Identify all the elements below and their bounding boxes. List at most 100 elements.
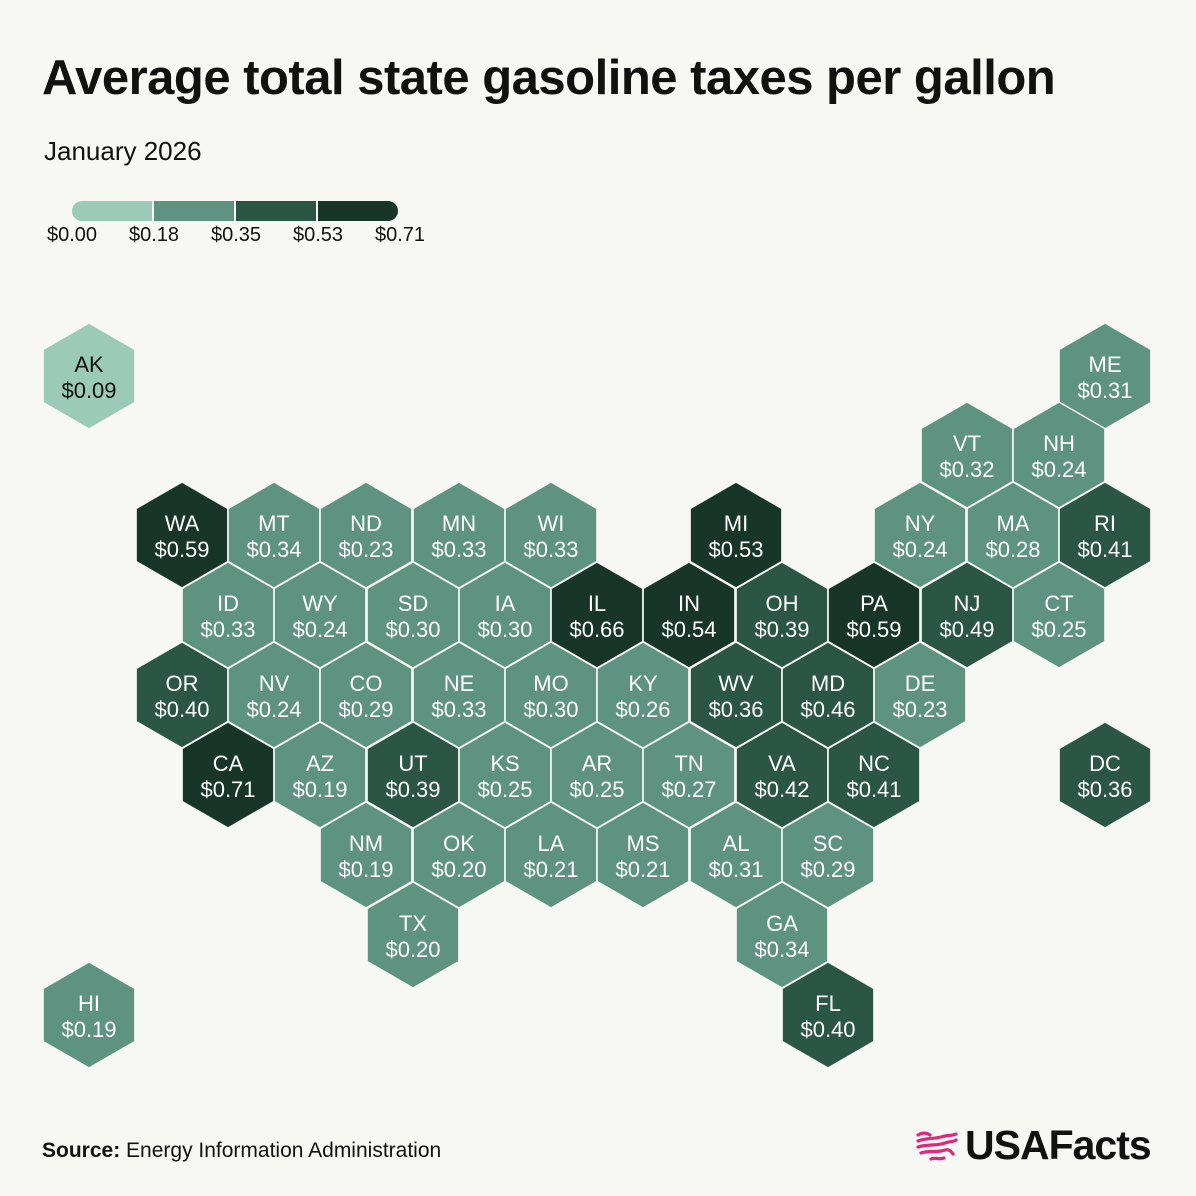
state-abbr-label: MS xyxy=(627,831,660,856)
state-value-label: $0.33 xyxy=(431,697,486,722)
state-value-label: $0.30 xyxy=(385,617,440,642)
state-value-label: $0.29 xyxy=(800,857,855,882)
state-hex-mo: MO$0.30 xyxy=(504,641,598,749)
state-value-label: $0.19 xyxy=(292,777,347,802)
state-value-label: $0.42 xyxy=(754,777,809,802)
state-abbr-label: MN xyxy=(442,511,476,536)
state-abbr-label: CT xyxy=(1044,591,1073,616)
state-value-label: $0.26 xyxy=(615,697,670,722)
state-abbr-label: WI xyxy=(538,511,565,536)
state-abbr-label: AZ xyxy=(306,751,334,776)
state-value-label: $0.59 xyxy=(154,537,209,562)
us-flag-map-icon xyxy=(916,1131,958,1161)
state-value-label: $0.09 xyxy=(61,378,116,403)
state-hex-vt: VT$0.32 xyxy=(920,401,1014,509)
state-abbr-label: OH xyxy=(766,591,799,616)
state-hex-ct: CT$0.25 xyxy=(1012,561,1106,669)
hex-tile-map: AK$0.09ME$0.31VT$0.32NH$0.24WA$0.59MT$0.… xyxy=(42,322,1152,1069)
source-note: Source: Energy Information Administratio… xyxy=(42,1139,441,1163)
state-value-label: $0.39 xyxy=(754,617,809,642)
state-value-label: $0.41 xyxy=(1077,537,1132,562)
state-hex-ms: MS$0.21 xyxy=(596,801,690,909)
state-value-label: $0.53 xyxy=(708,537,763,562)
state-hex-shape xyxy=(1058,721,1152,829)
state-value-label: $0.24 xyxy=(1031,457,1086,482)
state-abbr-label: FL xyxy=(815,991,841,1016)
state-hex-ne: NE$0.33 xyxy=(412,641,506,749)
state-abbr-label: OK xyxy=(443,831,475,856)
state-value-label: $0.24 xyxy=(292,617,347,642)
legend-tick-label: $0.71 xyxy=(374,224,426,246)
state-hex-la: LA$0.21 xyxy=(504,801,598,909)
state-abbr-label: ME xyxy=(1089,352,1122,377)
state-abbr-label: AR xyxy=(582,751,613,776)
chart-title: Average total state gasoline taxes per g… xyxy=(42,51,1056,105)
state-abbr-label: WY xyxy=(302,591,338,616)
state-value-label: $0.49 xyxy=(939,617,994,642)
state-abbr-label: TX xyxy=(399,911,427,936)
source-text: Energy Information Administration xyxy=(126,1139,442,1162)
state-abbr-label: NY xyxy=(905,511,936,536)
state-abbr-label: GA xyxy=(766,911,798,936)
state-abbr-label: NC xyxy=(858,751,890,776)
state-value-label: $0.54 xyxy=(661,617,716,642)
state-value-label: $0.34 xyxy=(246,537,301,562)
state-abbr-label: NH xyxy=(1043,431,1075,456)
state-hex-ri: RI$0.41 xyxy=(1058,481,1152,589)
state-abbr-label: NJ xyxy=(954,591,981,616)
state-abbr-label: ND xyxy=(350,511,382,536)
state-value-label: $0.36 xyxy=(1077,777,1132,802)
state-value-label: $0.23 xyxy=(892,697,947,722)
state-value-label: $0.23 xyxy=(338,537,393,562)
state-abbr-label: IA xyxy=(495,591,516,616)
state-value-label: $0.27 xyxy=(661,777,716,802)
state-abbr-label: SD xyxy=(398,591,429,616)
state-abbr-label: DC xyxy=(1089,751,1121,776)
state-abbr-label: KY xyxy=(628,671,658,696)
legend-swatch xyxy=(236,201,316,221)
state-value-label: $0.40 xyxy=(800,1017,855,1042)
state-value-label: $0.33 xyxy=(523,537,578,562)
state-abbr-label: UT xyxy=(398,751,427,776)
state-hex-il: IL$0.66 xyxy=(550,561,644,669)
state-value-label: $0.25 xyxy=(569,777,624,802)
state-value-label: $0.31 xyxy=(708,857,763,882)
state-abbr-label: AK xyxy=(74,352,104,377)
state-hex-dc: DC$0.36 xyxy=(1058,721,1152,829)
state-abbr-label: IL xyxy=(588,591,606,616)
state-value-label: $0.33 xyxy=(200,617,255,642)
legend-tick-label: $0.18 xyxy=(128,224,180,246)
chart-subtitle: January 2026 xyxy=(44,136,202,166)
usafacts-logo[interactable]: USAFacts xyxy=(915,1122,1152,1169)
legend-swatch xyxy=(72,201,152,221)
state-hex-nd: ND$0.23 xyxy=(319,481,413,589)
state-abbr-label: LA xyxy=(538,831,565,856)
state-hex-id: ID$0.33 xyxy=(181,561,275,669)
legend-swatch xyxy=(154,201,234,221)
state-hex-mn: MN$0.33 xyxy=(412,481,506,589)
state-value-label: $0.29 xyxy=(338,697,393,722)
state-hex-shape xyxy=(781,961,875,1069)
state-value-label: $0.20 xyxy=(431,857,486,882)
state-abbr-label: MI xyxy=(724,511,748,536)
state-value-label: $0.34 xyxy=(754,937,809,962)
state-hex-va: VA$0.42 xyxy=(735,721,829,829)
state-hex-shape xyxy=(366,881,460,989)
state-abbr-label: KS xyxy=(490,751,519,776)
state-abbr-label: WV xyxy=(718,671,754,696)
state-abbr-label: NV xyxy=(259,671,290,696)
state-hex-sc: SC$0.29 xyxy=(781,801,875,909)
state-value-label: $0.31 xyxy=(1077,378,1132,403)
state-abbr-label: MA xyxy=(997,511,1030,536)
state-hex-mi: MI$0.53 xyxy=(689,481,783,589)
state-hex-shape xyxy=(1012,561,1106,669)
source-label: Source: xyxy=(42,1139,121,1162)
state-hex-wa: WA$0.59 xyxy=(135,481,229,589)
state-hex-shape xyxy=(42,322,136,430)
state-abbr-label: NE xyxy=(444,671,475,696)
state-value-label: $0.20 xyxy=(385,937,440,962)
state-abbr-label: MT xyxy=(258,511,290,536)
state-hex-wi: WI$0.33 xyxy=(504,481,598,589)
state-hex-wy: WY$0.24 xyxy=(273,561,367,669)
legend-swatch xyxy=(318,201,398,221)
